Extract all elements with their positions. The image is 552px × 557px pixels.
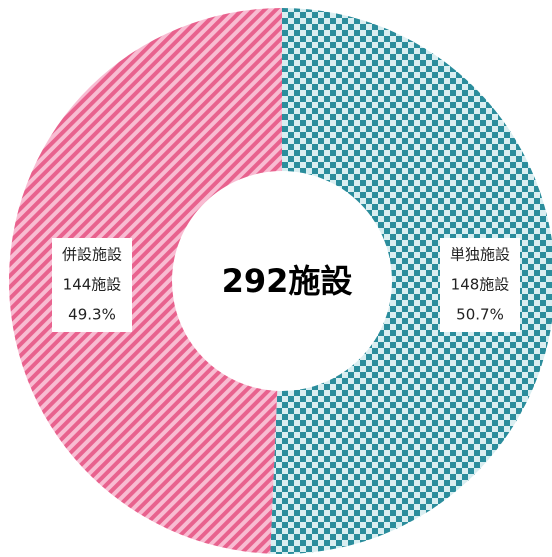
donut-segment: [270, 8, 552, 554]
value-label: 144施設: [63, 276, 122, 294]
percentage-label: 50.7%: [456, 306, 504, 324]
label-box: [440, 238, 520, 332]
center-label: 292施設: [222, 262, 353, 300]
label-box: [52, 238, 132, 332]
value-label: 148施設: [451, 276, 510, 294]
donut-segment: [8, 8, 282, 554]
category-label: 併設施設: [62, 246, 122, 264]
category-label: 単独施設: [450, 246, 510, 264]
percentage-label: 49.3%: [68, 306, 116, 324]
